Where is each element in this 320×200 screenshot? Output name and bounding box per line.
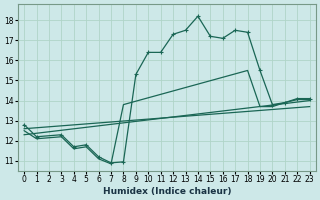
X-axis label: Humidex (Indice chaleur): Humidex (Indice chaleur): [103, 187, 231, 196]
